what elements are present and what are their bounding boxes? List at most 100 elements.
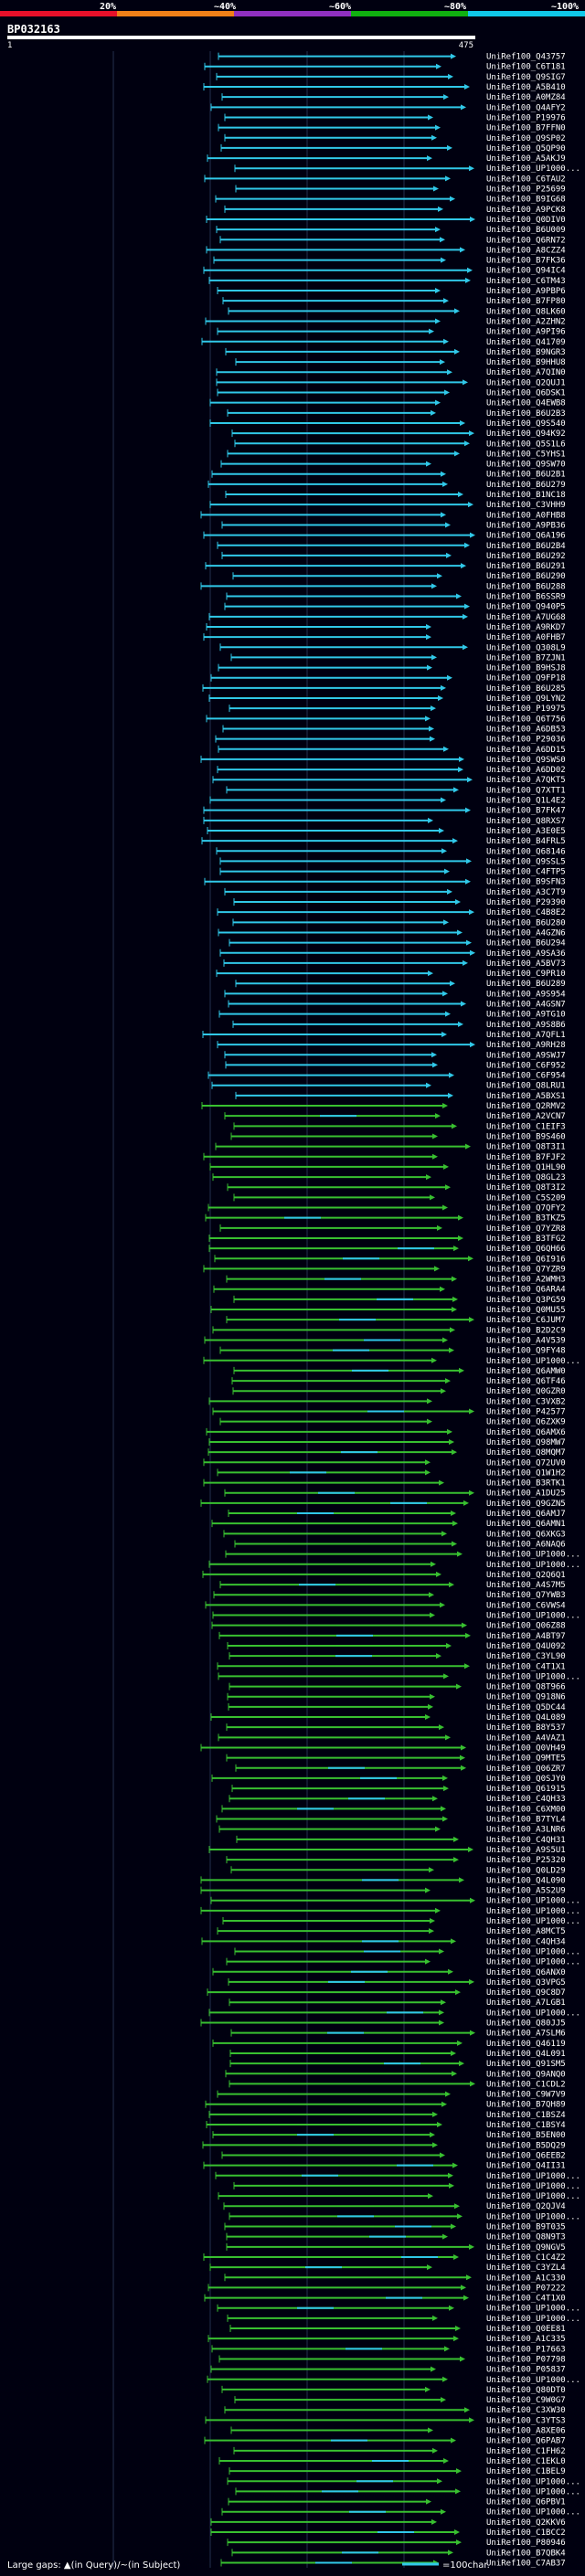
hit-label[interactable]: UniRef100_C1C4Z2 (486, 2253, 566, 2263)
hit-label[interactable]: UniRef100_B3TFG2 (486, 1235, 566, 1244)
hit-row[interactable]: UniRef100_Q308L9 (219, 643, 566, 652)
hit-label[interactable]: UniRef100_C4QH34 (486, 1937, 566, 1946)
hit-label[interactable]: UniRef100_Q6AMJ7 (486, 1510, 566, 1519)
hit-label[interactable]: UniRef100_Q6AMX6 (486, 1428, 566, 1437)
hit-label[interactable]: UniRef100_Q4II31 (486, 2162, 566, 2171)
hit-label[interactable]: UniRef100_Q41709 (486, 338, 566, 347)
hit-row[interactable]: UniRef100_A9RH28 (217, 1041, 566, 1050)
hit-label[interactable]: UniRef100_B4FRL5 (486, 837, 566, 846)
hit-label[interactable]: UniRef100_B7QBK4 (486, 2549, 566, 2558)
hit-label[interactable]: UniRef100_A3E0E5 (486, 827, 566, 836)
hit-row[interactable]: UniRef100_A9S8B6 (232, 1020, 566, 1030)
hit-label[interactable]: UniRef100_C1BSZ4 (486, 2111, 566, 2120)
hit-label[interactable]: UniRef100_Q91SM5 (486, 2060, 566, 2069)
hit-row[interactable]: UniRef100_Q3VPG5 (228, 1977, 566, 1988)
hit-label[interactable]: UniRef100_A5BXS1 (486, 1092, 566, 1101)
hit-label[interactable]: UniRef100_Q6DSK1 (486, 389, 566, 398)
hit-row[interactable]: UniRef100_C4FTP5 (219, 867, 566, 877)
hit-label[interactable]: UniRef100_P07798 (486, 2355, 566, 2364)
hit-row[interactable]: UniRef100_UP1000... (208, 2009, 580, 2018)
hit-label[interactable]: UniRef100_Q1W1H2 (486, 1468, 566, 1478)
hit-label[interactable]: UniRef100_Q6T756 (486, 715, 566, 724)
hit-row[interactable]: UniRef100_Q9SIG7 (216, 72, 566, 82)
hit-row[interactable]: UniRef100_Q8MQM7 (207, 1448, 566, 1458)
hit-row[interactable]: UniRef100_C4B8E2 (217, 908, 566, 917)
hit-row[interactable]: UniRef100_Q2RMV2 (201, 1102, 566, 1111)
hit-label[interactable]: UniRef100_B6U290 (486, 572, 566, 581)
hit-label[interactable]: UniRef100_B9HSJ8 (486, 664, 566, 673)
hit-label[interactable]: UniRef100_A6DD02 (486, 766, 566, 775)
hit-row[interactable]: UniRef100_Q7YZR9 (203, 1265, 566, 1274)
hit-label[interactable]: UniRef100_A1DU25 (486, 1489, 566, 1499)
hit-label[interactable]: UniRef100_UP1000... (486, 1357, 580, 1366)
hit-label[interactable]: UniRef100_C4B8E2 (486, 908, 566, 917)
hit-label[interactable]: UniRef100_Q6XKG3 (486, 1530, 566, 1539)
hit-label[interactable]: UniRef100_Q43757 (486, 53, 566, 62)
hit-label[interactable]: UniRef100_B9NGR3 (486, 348, 566, 357)
hit-row[interactable]: UniRef100_B6U291 (205, 562, 566, 571)
hit-row[interactable]: UniRef100_C4QH31 (236, 1835, 566, 1845)
hit-label[interactable]: UniRef100_A0MZ84 (486, 93, 566, 102)
hit-row[interactable]: UniRef100_Q9SP02 (224, 133, 566, 143)
hit-row[interactable]: UniRef100_Q7QFY2 (207, 1203, 566, 1214)
hit-row[interactable]: UniRef100_B8Y537 (226, 1723, 566, 1733)
hit-label[interactable]: UniRef100_UP1000... (486, 1917, 580, 1926)
hit-row[interactable]: UniRef100_Q6XKG3 (223, 1530, 566, 1539)
hit-row[interactable]: UniRef100_C4QH34 (201, 1937, 566, 1946)
hit-label[interactable]: UniRef100_Q0MU55 (486, 1306, 566, 1315)
hit-label[interactable]: UniRef100_A9SA36 (486, 949, 566, 959)
hit-row[interactable]: UniRef100_C3VHH9 (209, 501, 566, 510)
hit-label[interactable]: UniRef100_B6U291 (486, 562, 566, 571)
hit-label[interactable]: UniRef100_B9S460 (486, 1132, 566, 1141)
hit-row[interactable]: UniRef100_UP1000... (218, 2192, 580, 2201)
hit-label[interactable]: UniRef100_Q7XTT1 (486, 786, 566, 795)
hit-label[interactable]: UniRef100_Q6I916 (486, 1255, 566, 1264)
hit-label[interactable]: UniRef100_B6SSR9 (486, 593, 566, 602)
hit-row[interactable]: UniRef100_A9RKD7 (206, 622, 566, 632)
hit-label[interactable]: UniRef100_Q8LRU1 (486, 1082, 566, 1091)
hit-row[interactable]: UniRef100_Q6QH66 (208, 1245, 566, 1254)
hit-row[interactable]: UniRef100_C1FH62 (233, 2446, 566, 2456)
hit-row[interactable]: UniRef100_Q0SJY0 (211, 1774, 566, 1784)
hit-row[interactable]: UniRef100_B3RTK1 (203, 1479, 566, 1489)
hit-row[interactable]: UniRef100_Q940P5 (224, 602, 566, 612)
hit-row[interactable]: UniRef100_B7FFN0 (218, 123, 566, 133)
hit-label[interactable]: UniRef100_P25699 (486, 186, 566, 195)
hit-row[interactable]: UniRef100_C5S209 (233, 1193, 566, 1203)
hit-row[interactable]: UniRef100_B9IG68 (215, 195, 566, 205)
hit-row[interactable]: UniRef100_A9SWJ7 (224, 1051, 566, 1060)
hit-label[interactable]: UniRef100_UP1000... (486, 164, 580, 174)
hit-label[interactable]: UniRef100_B9IG68 (486, 196, 566, 205)
hit-label[interactable]: UniRef100_B6U279 (486, 481, 566, 490)
hit-label[interactable]: UniRef100_C3XW30 (486, 2406, 566, 2415)
hit-label[interactable]: UniRef100_UP1000... (486, 2192, 580, 2201)
hit-row[interactable]: UniRef100_B9SFN3 (204, 877, 566, 887)
hit-label[interactable]: UniRef100_C4T1X0 (486, 2295, 566, 2304)
hit-row[interactable]: UniRef100_A9PBP6 (217, 287, 566, 296)
hit-label[interactable]: UniRef100_Q7QFY2 (486, 1204, 566, 1214)
hit-row[interactable]: UniRef100_A8CZZ4 (206, 246, 566, 255)
hit-label[interactable]: UniRef100_A9S8B6 (486, 1021, 566, 1030)
hit-row[interactable]: UniRef100_UP1000... (217, 2304, 580, 2314)
hit-label[interactable]: UniRef100_Q0LD29 (486, 1866, 566, 1875)
hit-row[interactable]: UniRef100_B2D2C9 (212, 1326, 566, 1335)
hit-row[interactable]: UniRef100_Q06Z88 (211, 1621, 566, 1631)
hit-label[interactable]: UniRef100_A6DD15 (486, 746, 566, 755)
hit-label[interactable]: UniRef100_Q6ANX0 (486, 1968, 566, 1977)
hit-row[interactable]: UniRef100_Q6I916 (214, 1255, 566, 1264)
hit-label[interactable]: UniRef100_A5S2U9 (486, 1887, 566, 1896)
hit-label[interactable]: UniRef100_A8MCT5 (486, 1927, 566, 1936)
hit-row[interactable]: UniRef100_Q6RN72 (219, 236, 566, 245)
hit-row[interactable]: UniRef100_A0MZ84 (221, 93, 566, 102)
hit-label[interactable]: UniRef100_Q5DC44 (486, 1703, 566, 1712)
hit-row[interactable]: UniRef100_Q9NGV5 (226, 2242, 566, 2253)
hit-row[interactable]: UniRef100_Q8T3I1 (215, 1142, 566, 1152)
hit-label[interactable]: UniRef100_UP1000... (486, 1897, 580, 1906)
hit-label[interactable]: UniRef100_B6U280 (486, 918, 566, 928)
hit-label[interactable]: UniRef100_Q4U092 (486, 1642, 566, 1651)
hit-row[interactable]: UniRef100_B6U285 (202, 684, 566, 694)
hit-row[interactable]: UniRef100_A7QFL1 (202, 1030, 566, 1040)
hit-row[interactable]: UniRef100_Q9SWS0 (200, 755, 566, 765)
hit-row[interactable]: UniRef100_A5S2U9 (200, 1886, 566, 1896)
hit-row[interactable]: UniRef100_Q5S1L6 (234, 440, 566, 449)
